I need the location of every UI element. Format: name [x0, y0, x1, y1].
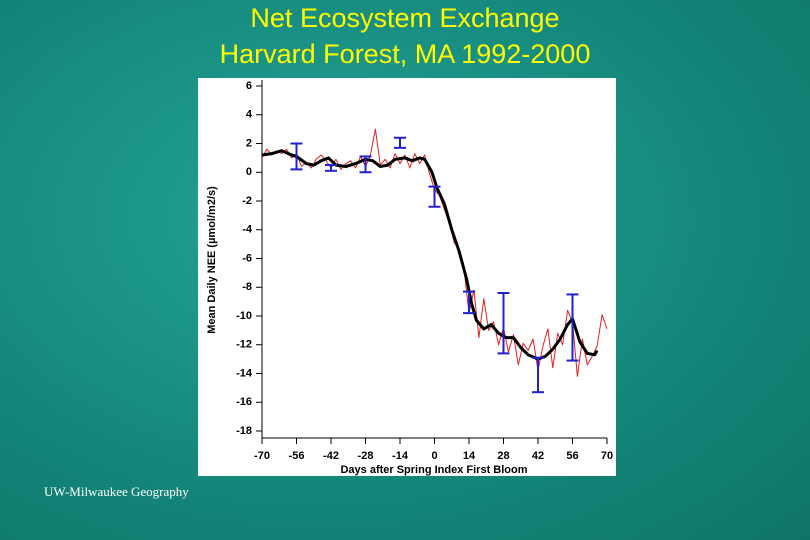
y-axis-label: Mean Daily NEE (µmol/m2/s) — [206, 186, 218, 334]
y-tick-label: 4 — [246, 109, 253, 121]
y-tick-label: -16 — [236, 396, 252, 408]
y-tick-label: -8 — [242, 281, 252, 293]
x-tick-label: 14 — [463, 450, 476, 462]
error-bar — [463, 290, 475, 315]
x-axis-label: Days after Spring Index First Bloom — [340, 464, 527, 476]
y-tick-label: -10 — [236, 310, 252, 322]
y-tick-label: 2 — [246, 137, 252, 149]
x-tick-label: 70 — [601, 450, 613, 462]
y-tick-label: 6 — [246, 80, 252, 92]
title: Net Ecosystem Exchange — [250, 3, 560, 33]
y-tick-label: -18 — [236, 425, 252, 437]
x-tick-label: 56 — [566, 450, 578, 462]
error-bar — [532, 356, 544, 394]
x-tick-label: -28 — [358, 450, 374, 462]
y-tick-label: 0 — [246, 166, 252, 178]
x-tick-label: 28 — [497, 450, 509, 462]
y-tick-label: -6 — [242, 252, 252, 264]
y-tick-label: -14 — [236, 367, 253, 379]
error-bar — [497, 292, 510, 355]
smoothed-line — [261, 149, 599, 361]
error-bar — [394, 136, 406, 149]
error-bar — [290, 142, 303, 171]
error-bar — [359, 155, 372, 174]
x-tick-label: -42 — [323, 450, 339, 462]
subtitle: Harvard Forest, MA 1992-2000 — [219, 39, 591, 69]
y-tick-label: -12 — [236, 339, 252, 351]
x-tick-label: -14 — [392, 450, 409, 462]
footer: UW-Milwaukee Geography — [44, 484, 189, 499]
error-bar — [428, 185, 441, 208]
chart-panel — [198, 78, 616, 476]
x-tick-label: -70 — [254, 450, 270, 462]
x-tick-label: 0 — [431, 450, 437, 462]
y-tick-label: -2 — [242, 195, 252, 207]
x-tick-label: -56 — [289, 450, 305, 462]
error-bar — [325, 164, 337, 172]
error-bar — [566, 293, 579, 362]
y-tick-label: -4 — [242, 224, 253, 236]
x-tick-label: 42 — [532, 450, 544, 462]
